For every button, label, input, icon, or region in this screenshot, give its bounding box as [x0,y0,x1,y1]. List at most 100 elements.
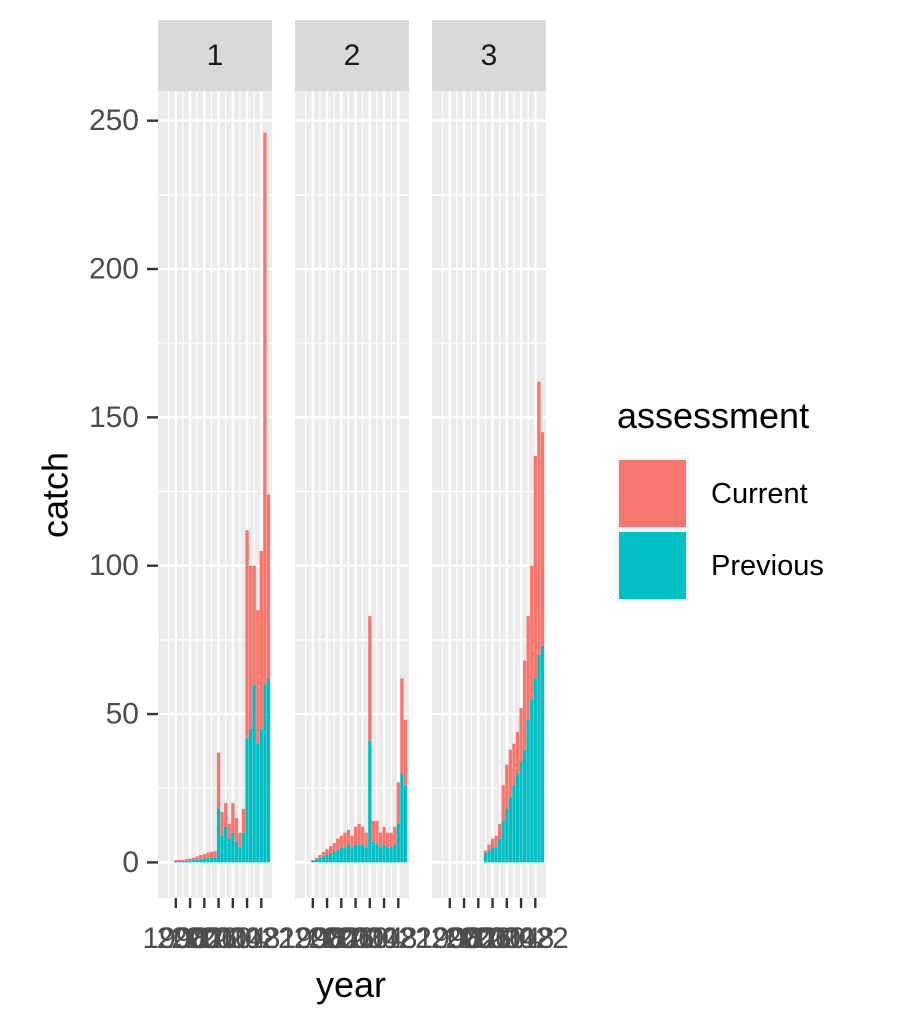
y-axis-title: catch [35,452,76,538]
bar-previous [508,797,513,863]
x-tick-label: 2002 [157,922,224,955]
x-tick-label: 1998 [416,922,483,955]
bar-current [515,731,520,774]
bar-previous [188,860,192,863]
bar-current [238,832,242,848]
legend-key-current [619,460,686,527]
bar-current [209,851,214,858]
bar-current [494,835,498,848]
x-tick-label: 2018 [488,922,555,955]
bar-previous [224,826,228,863]
x-tick-label: 1998 [142,922,209,955]
bar-current [361,826,365,845]
legend-label-current: Current [711,478,808,510]
bar-current [248,565,253,729]
bar-previous [202,858,206,863]
bar-previous [191,860,196,863]
legend-title: assessment [617,395,809,436]
x-tick-label: 2022 [228,922,295,955]
x-tick-label: 2022 [365,922,432,955]
y-axis: 0 50 100 150 200 250 [89,104,158,879]
bar-previous [522,749,527,863]
bar-current [375,820,379,845]
bar-current [519,708,523,762]
x-tick-label: 2006 [171,922,238,955]
bar-previous [403,785,408,863]
bar-current [174,860,178,861]
bar-current [184,859,189,861]
bar-current [263,132,267,685]
bar-previous [533,678,537,863]
bar-previous [174,860,178,863]
bar-previous [490,847,495,863]
bar-current [206,852,210,858]
x-tick-label: 2002 [431,922,498,955]
x-tick-label: 1998 [279,922,346,955]
bar-current [378,832,383,848]
bar-current [191,857,196,861]
bar-current [314,857,319,860]
x-axis-title: year [316,964,386,1005]
bar-current [501,785,505,821]
bar-current [343,832,347,848]
bar-previous [195,859,199,863]
x-tick-label: 2018 [214,922,281,955]
bar-current [512,743,516,786]
legend-key-previous [619,532,686,599]
bar-current [393,826,397,845]
x-tick-label: 2006 [445,922,512,955]
bar-previous [364,847,368,863]
bar-current [403,719,408,786]
bar-previous [357,844,361,863]
bar-current [353,826,358,845]
bar-current [231,803,235,833]
x-tick-label: 2002 [294,922,361,955]
y-tick-label: 0 [122,846,139,879]
bar-current [389,832,393,848]
bar-current [199,854,203,859]
bar-previous [213,857,217,863]
bar-previous [231,832,235,863]
bar-current [490,838,495,848]
bar-previous [216,808,221,863]
bar-previous [266,678,271,863]
bar-previous [263,684,267,863]
x-tick-label: 2006 [308,922,375,955]
facet-strip-label: 1 [207,39,224,72]
bar-current [252,565,256,685]
bar-previous [259,728,263,863]
bar-current [336,838,340,851]
bar-previous [361,844,365,863]
bar-previous [311,860,315,863]
y-tick-label: 200 [89,253,139,286]
bar-previous [530,699,534,863]
bar-previous [540,645,545,863]
x-tick-label: 2010 [322,922,389,955]
bar-previous [206,857,210,863]
bar-previous [332,852,336,863]
bar-current [188,858,192,861]
x-tick-label: 2022 [502,922,569,955]
bar-previous [505,808,509,863]
facet-panels: 1199820022006201020142018202221998200220… [142,20,569,955]
bar-previous [537,654,541,863]
bar-current [256,610,260,744]
bar-current [540,432,545,646]
bar-previous [382,844,386,863]
bar-current [537,381,541,655]
bar-current [227,823,231,839]
bar-current [259,550,263,729]
facet-strip [295,20,409,91]
bar-current [400,678,404,774]
bar-current [371,820,376,842]
bar-previous [252,684,256,863]
bar-current [368,616,372,741]
bar-current [487,844,491,851]
bar-current [266,494,271,679]
bar-current [483,850,488,854]
bar-previous [368,740,372,863]
